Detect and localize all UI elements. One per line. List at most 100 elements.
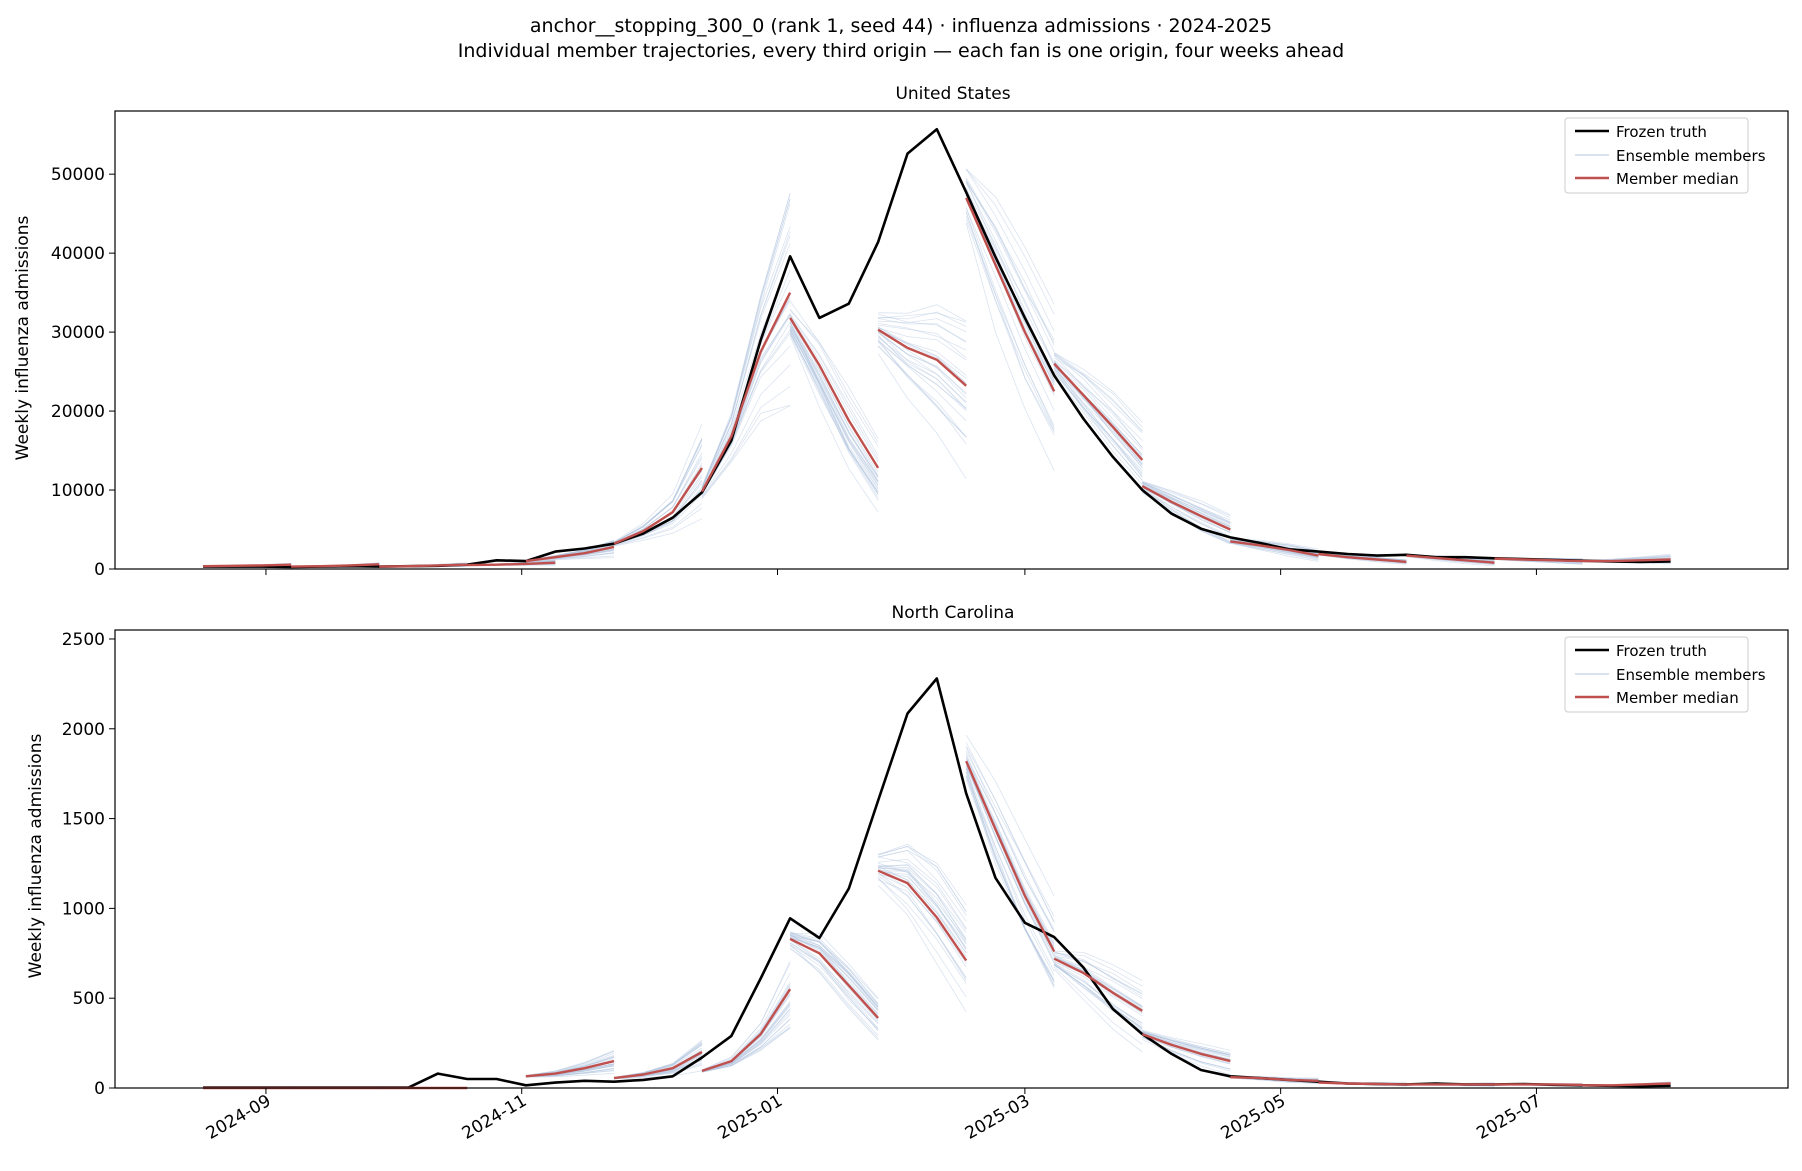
ensemble-member-line	[789, 939, 879, 1024]
ensemble-member-line	[1053, 965, 1143, 1030]
ensemble-member-line	[1142, 1038, 1231, 1075]
ensemble-member-line	[877, 353, 967, 480]
y-axis: 0 10000 20000 30000 40000 50000	[51, 165, 115, 580]
ensemble-member-line	[878, 856, 967, 931]
ensemble-member-line	[613, 444, 703, 543]
ensemble-member-line	[1142, 1032, 1231, 1060]
x-axis: 2024-09 2024-11 2025-01 2025-03 2025-05 2025-…	[203, 1088, 1545, 1144]
ensemble-member-line	[965, 219, 1055, 431]
y-tick-label: 500	[73, 989, 105, 1009]
median-fan-line	[789, 317, 880, 469]
axes-frame	[114, 629, 1789, 1089]
ensemble-member-line	[701, 385, 791, 498]
ensemble-member-line	[701, 231, 791, 489]
ensemble-member-line	[1053, 355, 1143, 448]
ensemble-member-line	[1142, 482, 1231, 524]
ensemble-member-line	[1142, 487, 1231, 533]
ensemble-member-line	[965, 179, 1055, 353]
ensemble-member-line	[877, 884, 967, 1013]
ensemble-member-line	[965, 182, 1055, 364]
y-tick-label: 10000	[51, 481, 105, 501]
median-fan-line	[525, 1059, 615, 1078]
ensemble-member-line	[1053, 369, 1143, 474]
member-median-lines	[203, 760, 1671, 1090]
ensemble-member-line	[1054, 953, 1143, 995]
ensemble-member-line	[877, 335, 967, 410]
ensemble-member-line	[965, 765, 1055, 963]
x-axis	[265, 569, 1537, 575]
member-median-lines	[203, 197, 1671, 568]
ensemble-member-line	[1054, 963, 1143, 1024]
ensemble-member-line	[613, 507, 703, 547]
legend-label-truth: Frozen truth	[1616, 642, 1707, 660]
ensemble-member-line	[877, 869, 967, 964]
ensemble-member-line	[613, 440, 703, 543]
ensemble-member-line	[701, 193, 791, 487]
ensemble-member-line	[1054, 956, 1143, 1009]
ensemble-member-line	[1142, 482, 1231, 524]
ensemble-member-line	[877, 331, 967, 394]
ensemble-member-line	[965, 182, 1055, 344]
median-fan-line	[613, 467, 704, 545]
ensemble-member-line	[1142, 1032, 1231, 1057]
ensemble-member-line	[877, 329, 967, 379]
ensemble-member-line	[877, 340, 967, 409]
ensemble-member-line	[877, 338, 967, 438]
ensemble-member-line	[789, 935, 879, 1012]
figure-title: anchor__stopping_300_0 (rank 1, seed 44)…	[530, 15, 1272, 37]
ensemble-member-line	[1230, 542, 1319, 560]
median-fan-line	[1318, 552, 1407, 564]
ensemble-member-line	[965, 734, 1055, 897]
ensemble-member-line	[525, 1068, 615, 1078]
ensemble-member-line	[878, 318, 967, 343]
ensemble-member-line	[789, 939, 879, 1025]
legend: Frozen truth Ensemble members Member med…	[1564, 636, 1766, 713]
ensemble-member-line	[877, 345, 967, 438]
ensemble-member-line	[1054, 956, 1143, 1008]
ensemble-member-line	[789, 937, 879, 1012]
ensemble-member-line	[701, 989, 791, 1072]
ensemble-member-line	[1054, 964, 1143, 1024]
ensemble-member-line	[877, 877, 967, 998]
ensemble-member-line	[701, 198, 791, 488]
ensemble-member-line	[789, 310, 879, 443]
ensemble-member-line	[789, 948, 879, 1036]
y-tick-label: 0	[94, 1079, 105, 1099]
ensemble-member-line	[1142, 484, 1231, 528]
ensemble-member-line	[878, 323, 967, 351]
y-tick-label: 40000	[51, 244, 105, 264]
ensemble-member-line	[965, 755, 1055, 933]
ensemble-member-line	[1142, 1032, 1231, 1056]
plot-area	[203, 677, 1671, 1090]
ensemble-member-line	[965, 758, 1055, 943]
median-fan-line	[1230, 1076, 1319, 1082]
ensemble-member-line	[965, 772, 1055, 989]
ensemble-member-line	[878, 864, 967, 941]
ensemble-member-line	[965, 774, 1055, 972]
ensemble-member-line	[877, 872, 967, 978]
ensemble-member-line	[877, 331, 967, 395]
median-fan-line	[1141, 485, 1231, 531]
ensemble-member-line	[1054, 357, 1143, 432]
ensemble-member-line	[789, 300, 879, 439]
ensemble-member-line	[965, 180, 1055, 367]
ensemble-member-line	[789, 329, 879, 487]
ensemble-member-line	[789, 326, 879, 482]
ensemble-member-line	[1053, 368, 1143, 481]
ensemble-member-line	[790, 931, 879, 1000]
ensemble-member-line	[1318, 554, 1407, 565]
median-fan-line	[203, 563, 292, 568]
ensemble-member-line	[1053, 961, 1143, 1030]
ensemble-member-line	[878, 865, 967, 939]
ensemble-member-line	[789, 321, 879, 486]
panel-north-carolina: North Carolina Weekly influenza admissio…	[26, 603, 1789, 1144]
ensemble-member-line	[789, 332, 879, 494]
ensemble-member-line	[789, 318, 879, 478]
ensemble-member-line	[789, 934, 879, 1008]
ensemble-member-line	[877, 330, 967, 384]
legend-label-median: Member median	[1616, 170, 1739, 188]
median-fan-line	[613, 1051, 703, 1080]
ensemble-member-line	[1053, 354, 1143, 434]
ensemble-member-line	[789, 934, 879, 1015]
ensemble-members	[203, 734, 1671, 1089]
